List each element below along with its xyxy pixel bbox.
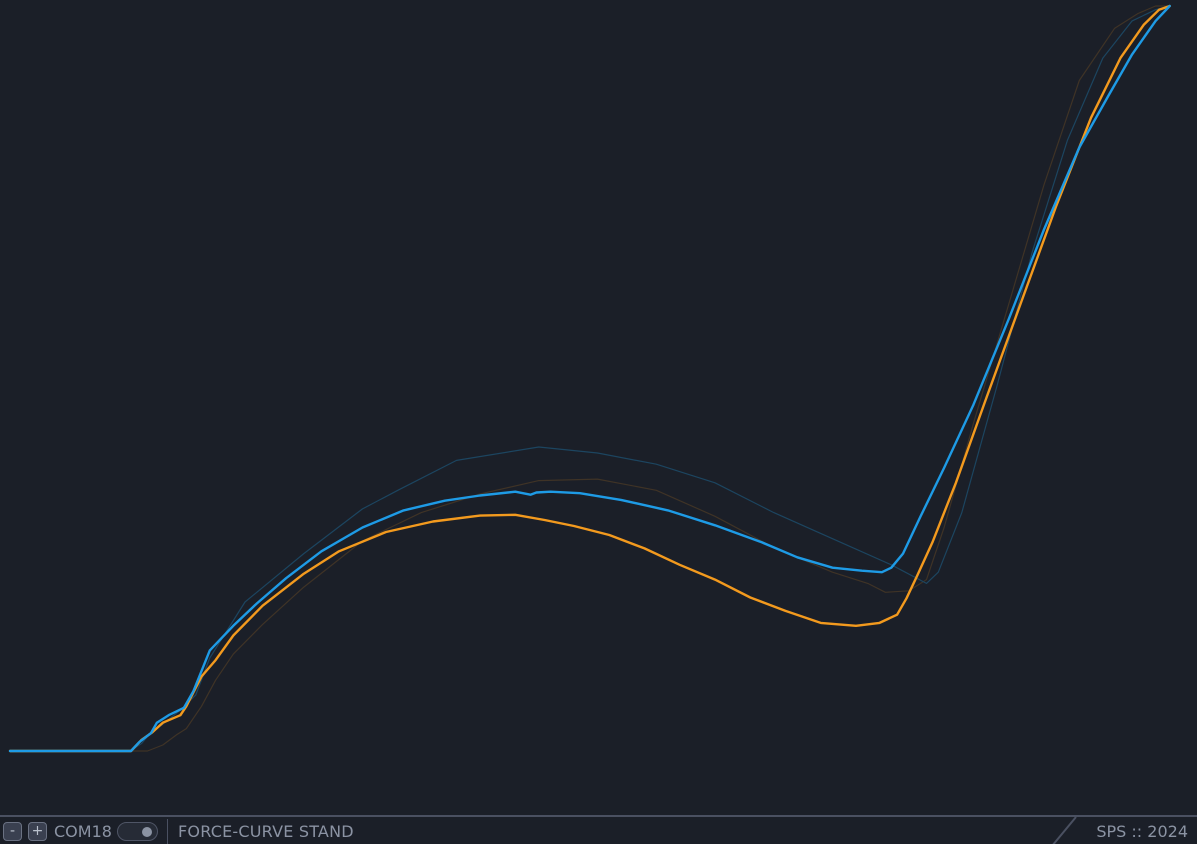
sample-rate-label: SPS :: 2024: [1096, 822, 1188, 841]
serial-port-label[interactable]: COM18: [54, 822, 112, 841]
series-line-1: [9, 5, 1171, 752]
connection-toggle[interactable]: [117, 822, 158, 841]
toggle-knob: [142, 827, 152, 837]
zoom-in-button[interactable]: +: [28, 822, 47, 841]
status-divider: [167, 819, 168, 844]
force-curve-plot: [8, 4, 1171, 753]
series-line-2: [9, 5, 1171, 752]
zoom-out-button[interactable]: -: [3, 822, 22, 841]
status-divider-slash: [1052, 816, 1077, 844]
status-bar: - + COM18 FORCE-CURVE STAND SPS :: 2024: [0, 815, 1197, 844]
series-line-4: [8, 4, 1171, 753]
device-name-label: FORCE-CURVE STAND: [178, 822, 354, 841]
series-line-3: [8, 4, 1171, 753]
